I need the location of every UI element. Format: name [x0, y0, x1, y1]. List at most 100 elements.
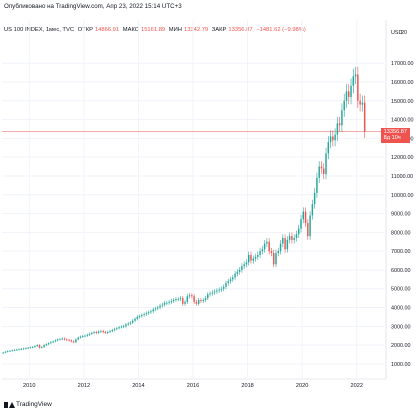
- candle-body: [320, 166, 323, 169]
- legend-symbol: US 100 INDEX, 1мес, TVC: [4, 27, 75, 33]
- y-tick-label: 8000.00: [391, 230, 411, 236]
- candle-body: [172, 300, 175, 301]
- candle-body: [323, 168, 325, 175]
- candle-body: [234, 273, 236, 278]
- candle-body: [22, 348, 25, 350]
- candle-body: [227, 281, 229, 284]
- y-tick-label: 3000.00: [391, 324, 411, 330]
- candle-body: [220, 288, 223, 290]
- candle-body: [45, 344, 48, 346]
- candle-body: [191, 295, 193, 297]
- candle-body: [361, 102, 364, 105]
- candle-body: [118, 327, 120, 329]
- candle-body: [295, 234, 298, 238]
- candle-body: [184, 301, 186, 304]
- candle-body: [175, 299, 177, 301]
- candle-body: [16, 349, 18, 351]
- candle-body: [113, 329, 116, 331]
- candle-body: [2, 352, 4, 354]
- candle-body: [236, 271, 239, 274]
- candle-body: [86, 334, 89, 336]
- candle-body: [186, 296, 189, 302]
- candle-body: [245, 262, 248, 265]
- y-tick-label: 5000.00: [391, 287, 411, 293]
- candle-body: [102, 331, 104, 332]
- tradingview-logo[interactable]: TradingView: [4, 401, 52, 408]
- y-tick-label: 4000.00: [391, 306, 411, 312]
- candle-body: [357, 74, 359, 101]
- candle-body: [70, 340, 73, 342]
- candle-body: [72, 341, 75, 343]
- candle-body: [318, 166, 320, 178]
- candle-body: [97, 331, 100, 333]
- x-tick-label: 2020: [296, 383, 308, 389]
- y-tick-label: 2000.00: [391, 343, 411, 349]
- candle-body: [122, 326, 125, 328]
- candle-body: [266, 241, 268, 244]
- candle-body: [52, 341, 54, 343]
- candle-body: [168, 301, 170, 303]
- candle-body: [170, 300, 173, 302]
- currency-label: USD: [391, 30, 402, 36]
- candle-body: [43, 345, 45, 347]
- candle-body: [282, 237, 284, 244]
- candle-body: [6, 351, 9, 352]
- candle-body: [100, 331, 102, 332]
- candle-body: [106, 331, 109, 333]
- candle-body: [300, 219, 302, 229]
- x-tick-label: 2022: [350, 383, 362, 389]
- candle-body: [263, 243, 266, 250]
- candle-body: [109, 331, 111, 332]
- y-tick-label: 15000.00: [391, 99, 413, 105]
- y-tick-label: 12000.00: [391, 155, 413, 161]
- candle-body: [88, 333, 91, 335]
- candle-body: [134, 318, 136, 321]
- candle-body: [166, 302, 168, 304]
- x-tick-label: 2018: [241, 383, 253, 389]
- legend-open-value: 14866.91: [94, 27, 120, 33]
- candle-body: [195, 301, 198, 304]
- candle-body: [154, 308, 157, 310]
- candle-body: [225, 283, 227, 287]
- bar-timer: 8д 10ч: [383, 135, 401, 142]
- candle-body: [136, 316, 139, 319]
- candle-body: [125, 324, 127, 327]
- x-tick-label: 2012: [78, 383, 90, 389]
- candle-body: [277, 251, 280, 254]
- candle-body: [159, 305, 161, 308]
- x-tick-label: 2010: [23, 383, 35, 389]
- candle-body: [200, 300, 202, 301]
- candle-body: [316, 177, 318, 193]
- candle-body: [343, 100, 345, 111]
- candle-body: [143, 314, 145, 316]
- candle-body: [268, 241, 270, 252]
- candle-body: [309, 215, 311, 237]
- candle-body: [261, 249, 264, 252]
- candle-body: [332, 136, 334, 141]
- candle-body: [50, 342, 52, 344]
- candle-body: [59, 339, 61, 340]
- candle-body: [275, 253, 277, 265]
- candle-body: [93, 331, 95, 333]
- candle-body: [327, 142, 330, 154]
- candle-body: [259, 251, 261, 255]
- candle-body: [291, 236, 293, 240]
- candle-body: [288, 236, 291, 240]
- candle-body: [297, 228, 300, 235]
- candle-body: [81, 336, 84, 337]
- last-price-tag: 13356.87 8д 10ч: [380, 127, 410, 143]
- candle-body: [31, 346, 34, 348]
- candle-body: [29, 347, 32, 349]
- chart-area[interactable]: 1000.00 2000.00 3000.00 4000.00 5000.00 6000.…: [0, 20, 416, 390]
- candle-body: [61, 338, 63, 340]
- y-tick-label: 14000.00: [391, 118, 413, 124]
- candle-body: [229, 279, 232, 282]
- candlestick-chart[interactable]: 1000.00 2000.00 3000.00 4000.00 5000.00 6000.…: [0, 20, 416, 390]
- candle-body: [250, 254, 252, 261]
- y-tick-label: 11000.00: [391, 174, 413, 180]
- candle-body: [302, 211, 305, 220]
- tradingview-brand: TradingView: [16, 401, 52, 408]
- candle-body: [209, 293, 211, 295]
- candle-body: [257, 254, 259, 257]
- candle-body: [25, 348, 27, 349]
